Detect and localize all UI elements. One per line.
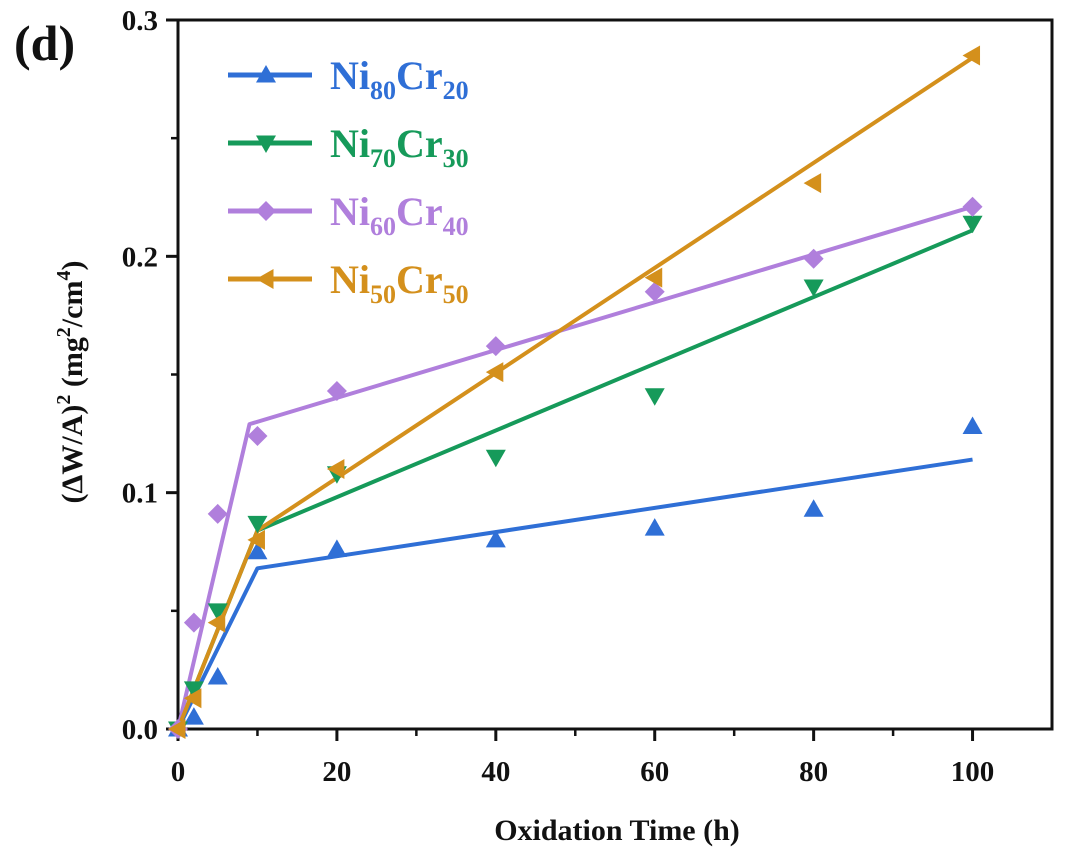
panel-label: (d): [14, 15, 76, 71]
data-point-ni50cr50: [485, 362, 504, 383]
data-point-ni80cr20: [485, 529, 506, 548]
data-point-ni70cr30: [803, 279, 824, 298]
x-tick-label: 40: [481, 756, 510, 788]
x-tick-label: 0: [171, 756, 186, 788]
legend: Ni80Cr20 Ni70Cr30 Ni60Cr40 Ni50Cr50: [228, 53, 469, 309]
data-point-ni50cr50: [207, 612, 226, 633]
legend-label: Ni70Cr30: [330, 121, 469, 173]
y-axis-label-unit-mid: /cm: [56, 281, 89, 329]
x-tick-label: 20: [322, 756, 351, 788]
data-point-ni60cr40: [183, 612, 204, 633]
data-point-ni60cr40: [485, 336, 506, 357]
y-tick-label: 0.2: [122, 241, 158, 273]
fit-line-ni60cr40: [176, 204, 974, 730]
legend-entry-ni80cr20: Ni80Cr20: [228, 53, 469, 105]
data-point-ni80cr20: [644, 518, 665, 536]
data-point-ni70cr30: [247, 515, 268, 534]
y-axis-label-main: (ΔW/A): [56, 405, 89, 504]
data-point-ni80cr20: [207, 667, 228, 685]
x-axis-label: Oxidation Time (h): [494, 814, 740, 847]
legend-marker: [256, 135, 276, 153]
y-axis-label-power: 2: [53, 395, 75, 405]
y-tick-label: 0.0: [122, 714, 158, 746]
legend-entry-ni70cr30: Ni70Cr30: [228, 121, 469, 173]
y-axis-label-unit: (mg: [56, 337, 89, 387]
data-point-ni50cr50: [168, 719, 186, 739]
axes-group: 0 20 40 60 80 100 0.0 0.1 0.2 0.3: [122, 5, 1054, 788]
data-point-ni70cr30: [962, 215, 983, 234]
y-axis-label-space: [56, 387, 89, 395]
y-tick-label: 0.3: [122, 5, 158, 37]
data-point-ni80cr20: [962, 416, 983, 434]
data-point-ni50cr50: [247, 529, 265, 550]
legend-label: Ni60Cr40: [330, 189, 469, 241]
y-axis-label: (ΔW/A)2 (mg2/cm4): [53, 261, 89, 504]
data-point-ni60cr40: [962, 196, 983, 217]
data-point-ni70cr30: [207, 603, 228, 621]
legend-entry-ni50cr50: Ni50Cr50: [228, 257, 469, 309]
data-point-ni70cr30: [183, 681, 204, 699]
data-point-ni50cr50: [326, 459, 345, 480]
y-tick-label: 0.1: [122, 478, 158, 510]
x-tick-label: 100: [951, 756, 995, 788]
data-point-ni80cr20: [183, 707, 204, 725]
data-point-ni50cr50: [803, 173, 822, 194]
data-point-ni80cr20: [326, 539, 347, 557]
data-point-ni50cr50: [183, 688, 202, 709]
fit-line-ni50cr50: [176, 56, 974, 730]
data-point-ni80cr20: [247, 541, 268, 560]
data-point-ni60cr40: [247, 425, 268, 446]
legend-entry-ni60cr40: Ni60Cr40: [228, 189, 469, 241]
legend-label: Ni80Cr20: [330, 53, 469, 105]
data-point-ni70cr30: [644, 388, 665, 406]
data-point-ni70cr30: [485, 449, 506, 468]
y-axis-label-unit-power2: 4: [53, 271, 75, 281]
data-points-group: [168, 45, 983, 739]
legend-marker: [256, 65, 276, 83]
y-axis-label-unit-power1: 2: [53, 327, 75, 337]
data-point-ni60cr40: [644, 281, 665, 302]
x-tick-label: 80: [799, 756, 828, 788]
data-point-ni60cr40: [803, 248, 824, 269]
data-point-ni80cr20: [803, 499, 824, 517]
data-point-ni50cr50: [962, 45, 981, 66]
fit-lines-group: [176, 56, 974, 730]
x-tick-label: 60: [640, 756, 669, 788]
data-point-ni60cr40: [326, 381, 347, 402]
data-point-ni50cr50: [644, 267, 663, 288]
fit-line-ni80cr20: [176, 457, 973, 730]
plot-frame: [176, 18, 1054, 731]
y-axis-label-unit-end: ): [56, 261, 89, 271]
legend-label: Ni50Cr50: [330, 257, 469, 309]
data-point-ni60cr40: [207, 503, 228, 524]
legend-marker: [256, 269, 274, 289]
legend-marker: [256, 201, 276, 221]
